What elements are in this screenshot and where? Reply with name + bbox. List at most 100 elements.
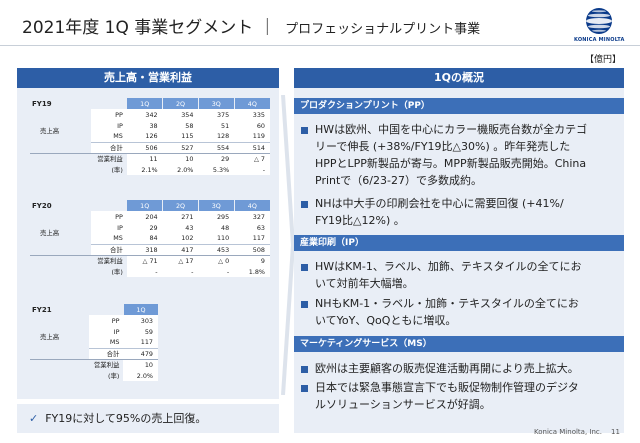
row-label: 営業利益 (30, 152, 127, 164)
section-ip-title: 産業印刷（IP） (294, 235, 624, 251)
bullet-line: HWは欧州、中国を中心にカラー機販売台数が全カテゴ (315, 123, 588, 136)
logo-text: KONICA MINOLTA (574, 37, 625, 43)
quarter-header: 2Q (162, 200, 199, 211)
table-row: MS 117 (30, 337, 158, 349)
page-title: 2021年度 1Q 事業セグメント ｜ プロフェッショナルプリント事業 (22, 13, 480, 38)
row-label: 営業利益 (30, 358, 124, 370)
row-label: (率) (111, 166, 123, 174)
table-cell: 318 (126, 244, 163, 255)
table-cell: 354 (162, 109, 199, 120)
table-cell: 48 (198, 222, 235, 233)
right-panel (294, 88, 624, 433)
bullet-line: いて対前年大幅増。 (315, 277, 414, 290)
fiscal-year-label: FY19 (32, 99, 52, 108)
check-icon: ✓ (29, 412, 39, 425)
row-label: IP (91, 120, 127, 131)
table-row: 営業利益 11 10 29 △ 7 (30, 152, 270, 164)
table-row: IP 29 43 48 63 (30, 222, 270, 233)
bullet-line: Printで（6/23-27）で多数成約。 (315, 174, 482, 187)
bullet-line: NHは中大手の印刷会社を中心に需要回復 (+41%/ (315, 197, 564, 210)
table-cell: 342 (126, 109, 163, 120)
table-row: 売上高 PP 342 354 375 335 (30, 109, 270, 135)
table-cell: 1.8% (234, 266, 270, 277)
section-pp-title: プロダクションプリント（PP） (294, 98, 624, 114)
table-cell: 2.0% (123, 370, 158, 381)
table-cell: - (126, 266, 163, 277)
company-logo: KONICA MINOLTA (574, 7, 624, 45)
bullet-line: 欧州は主要顧客の販売促進活動再開により売上拡大。 (315, 362, 579, 375)
table-cell: △ 7 (234, 152, 270, 164)
table-cell: 60 (234, 120, 270, 131)
row-label: 合計 (91, 244, 127, 255)
title-main: 2021年度 1Q 事業セグメント (22, 18, 254, 38)
row-label: (率) (111, 268, 123, 276)
fiscal-year-label: FY21 (32, 305, 52, 314)
quarter-header: 1Q (126, 98, 163, 109)
quarter-header: 3Q (197, 200, 235, 211)
bullet-line: FY19比△12%) 。 (315, 214, 405, 227)
table-cell: - (162, 266, 199, 277)
row-label: PP (91, 211, 127, 222)
page-number: 11 (611, 428, 620, 436)
table-cell: 295 (198, 211, 235, 222)
row-label: MS (91, 131, 127, 143)
row-label: PP (88, 315, 124, 326)
table-cell: 271 (162, 211, 199, 222)
bullet-square-icon (301, 264, 308, 271)
row-label: 営業利益 (30, 254, 127, 266)
row-label: (率) (108, 372, 120, 380)
fiscal-year-label: FY20 (32, 201, 52, 210)
table-row: (率) - - -1.8% (30, 266, 270, 277)
row-label: 合計 (91, 142, 127, 153)
table-cell: 204 (126, 211, 163, 222)
table-cell: △ 71 (126, 254, 163, 266)
table-cell: 38 (126, 120, 163, 131)
table-cell: 5.3% (198, 164, 235, 175)
table-cell: △ 0 (198, 254, 235, 266)
bullet-line: HPPとLPP新製品が寄与。MPP新製品販売開始。China (315, 157, 587, 170)
bullet-square-icon (301, 201, 308, 208)
summary-note: ✓ FY19に対して95%の売上回復。 (17, 404, 279, 433)
group-label: 売上高 (40, 127, 60, 136)
title-subtitle: プロフェッショナルプリント事業 (285, 22, 481, 37)
quarter-header: 1Q (126, 200, 163, 211)
table-row: (率) 2.1% 2.0% 5.3% - (30, 164, 270, 175)
right-heading: 1Qの概況 (294, 68, 624, 88)
bullet-square-icon (301, 385, 308, 392)
table-row: MS 84 102 110 117 (30, 233, 270, 245)
row-label: MS (91, 233, 127, 245)
bullet-line: いてYoY、QoQともに増収。 (315, 314, 457, 327)
bullet-line: 日本では緊急事態宣言下でも販促物制作管理のデジタ (315, 381, 579, 394)
row-label: IP (91, 222, 127, 233)
table-cell: - (234, 164, 270, 175)
fy21-table: FY21 1Q 売上高 PP 303 IP 59 MS 117 合計 479 営業利益 10 (率) 2.0… (30, 304, 158, 381)
table-cell: 102 (162, 233, 199, 245)
table-cell: 119 (234, 131, 270, 143)
fy20-table: FY20 1Q 2Q 3Q 4Q 売上高 PP 204 271 295 327 IP 29 43 48 63 M… (30, 200, 270, 277)
quarter-header: 4Q (233, 200, 270, 211)
table-row: (率) 2.0% (30, 370, 158, 381)
table-cell: 2.0% (162, 164, 199, 175)
table-cell: 506 (126, 142, 163, 153)
table-cell: 375 (198, 109, 235, 120)
bullet-line: NHもKM-1・ラベル・加飾・テキスタイルの全てにお (315, 297, 579, 310)
title-separator: ｜ (258, 18, 276, 38)
footer-company: Konica Minolta, Inc. (534, 428, 602, 436)
table-cell: - (198, 266, 235, 277)
table-cell: 10 (162, 152, 199, 164)
table-cell: 527 (162, 142, 199, 153)
table-cell: 453 (198, 244, 235, 255)
group-label: 売上高 (40, 333, 60, 342)
summary-note-text: FY19に対して95%の売上回復。 (45, 412, 207, 425)
bullet-line: リーで伸長 (+38%/FY19比△30%) 。昨年発売した (315, 140, 571, 153)
quarter-header: 2Q (162, 98, 199, 109)
table-cell: 115 (162, 131, 199, 143)
table-cell: 110 (198, 233, 235, 245)
row-label: MS (88, 337, 124, 349)
table-cell: 303 (123, 315, 158, 326)
table-cell: 128 (198, 131, 235, 143)
bullet-line: HWはKM-1、ラベル、加飾、テキスタイルの全てにお (315, 260, 582, 273)
unit-label: 【億円】 (585, 55, 622, 65)
table-cell: 51 (198, 120, 235, 131)
